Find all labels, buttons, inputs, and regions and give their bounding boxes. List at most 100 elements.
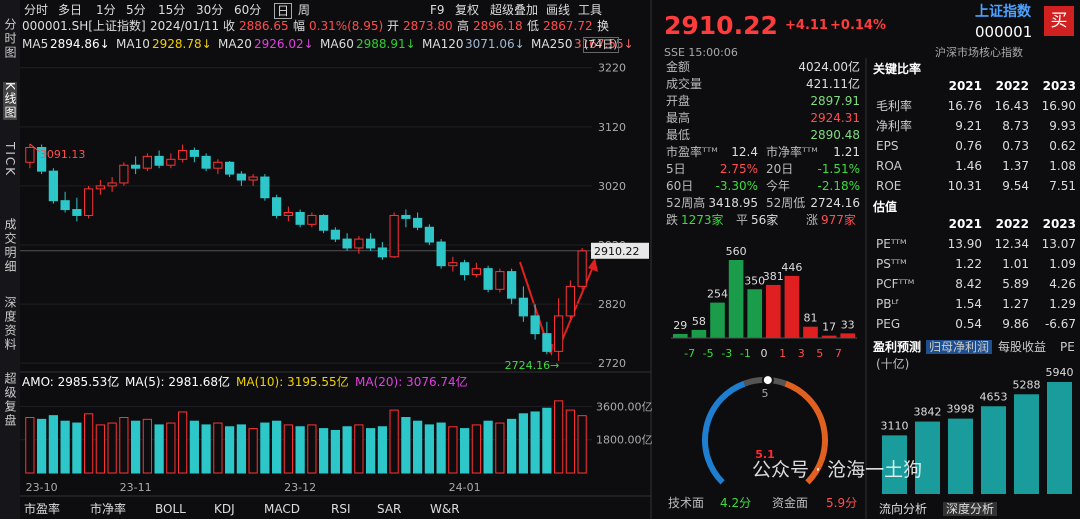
tab[interactable]: 60分 bbox=[234, 3, 262, 17]
gauge-marker bbox=[761, 374, 774, 387]
tool[interactable]: 超级叠加 bbox=[490, 3, 539, 17]
distribution-label: 3 bbox=[798, 347, 805, 360]
buy-button[interactable]: 买 bbox=[1044, 6, 1074, 36]
candle-body bbox=[84, 188, 94, 216]
grid-label: 市净率ᵀᵀᴹ bbox=[766, 145, 818, 159]
tab[interactable]: 5分 bbox=[126, 3, 146, 17]
bottom-tab[interactable]: KDJ bbox=[214, 502, 235, 516]
forecast-tab[interactable]: 归母净利润 bbox=[926, 340, 993, 354]
bottom-tab[interactable]: BOLL bbox=[155, 502, 186, 516]
distribution-bar bbox=[728, 260, 744, 338]
candle-body bbox=[272, 197, 282, 216]
distribution-bar bbox=[821, 335, 837, 338]
stat-value: 2924.31 bbox=[810, 111, 860, 125]
distribution-bar bbox=[784, 275, 800, 338]
gauge-mid: 5 bbox=[762, 387, 769, 400]
volume-bar bbox=[354, 424, 364, 474]
volume-bar bbox=[107, 422, 117, 474]
bar-value: 560 bbox=[726, 245, 747, 258]
table-row-label: EPS bbox=[876, 139, 899, 153]
forecast-tab[interactable]: PE bbox=[1060, 340, 1075, 354]
ma-value: 2926.02↓ bbox=[254, 37, 314, 51]
volume-bar bbox=[424, 424, 434, 474]
bottom-tab[interactable]: MACD bbox=[264, 502, 300, 516]
candle-body bbox=[424, 226, 434, 243]
volume-bar bbox=[577, 415, 587, 474]
candle-body bbox=[166, 158, 176, 166]
candle-body bbox=[225, 161, 235, 175]
bottom-tab[interactable]: W&R bbox=[430, 502, 460, 516]
forecast-bar bbox=[882, 435, 907, 494]
tab[interactable]: 1分 bbox=[96, 3, 116, 17]
table-cell: 13.07 bbox=[1041, 237, 1076, 251]
forecast-tab[interactable]: 盈利预测 bbox=[873, 340, 922, 354]
table-row-label: ROE bbox=[876, 179, 902, 193]
tool[interactable]: 复权 bbox=[455, 3, 480, 17]
right-tab[interactable]: 流向分析 bbox=[879, 502, 928, 516]
candle-body bbox=[354, 238, 364, 249]
bottom-tab[interactable]: 市盈率 bbox=[24, 502, 61, 516]
last-price-label: 2910.22 bbox=[594, 245, 640, 258]
breadth-label: 跌 bbox=[666, 213, 679, 227]
marker-line bbox=[29, 143, 41, 153]
table-row-label: 毛利率 bbox=[876, 99, 913, 113]
distribution-bar bbox=[691, 329, 707, 338]
side-tab[interactable]: 超级复盘 bbox=[3, 372, 17, 428]
ma-value: 2928.78↓ bbox=[152, 37, 212, 51]
volume-bar bbox=[483, 420, 493, 474]
right-tab[interactable]: 深度分析 bbox=[943, 502, 998, 516]
candle-body bbox=[48, 170, 58, 202]
distribution-label: 5 bbox=[816, 347, 823, 360]
grid-value: -1.51% bbox=[817, 162, 860, 176]
header-text: 收 bbox=[223, 19, 236, 33]
side-tab[interactable]: 成交明细 bbox=[3, 218, 17, 274]
grid-value: 1.21 bbox=[833, 145, 860, 159]
distribution-bar bbox=[803, 326, 818, 338]
candle-body bbox=[330, 229, 340, 240]
quote-time: SSE 15:00:06 bbox=[664, 46, 738, 59]
side-tab[interactable]: 分时图 bbox=[3, 18, 17, 60]
side-tab[interactable]: 深度资料 bbox=[3, 296, 17, 352]
period: (74日) bbox=[583, 37, 619, 53]
stat-value: 2897.91 bbox=[810, 94, 860, 108]
tab[interactable]: 15分 bbox=[158, 3, 186, 17]
bottom-tab[interactable]: SAR bbox=[377, 502, 402, 516]
volume-bar bbox=[60, 420, 70, 474]
grid-value: 3418.95 bbox=[708, 196, 758, 210]
bottom-tab[interactable]: 市净率 bbox=[90, 502, 127, 516]
bar-value: 58 bbox=[692, 315, 706, 328]
side-tab[interactable]: TICK bbox=[3, 142, 17, 178]
y-tick-label: 3020 bbox=[598, 180, 626, 193]
price: 2910.22 bbox=[664, 11, 778, 40]
bar-value: 81 bbox=[804, 312, 818, 325]
candle-body bbox=[483, 268, 493, 290]
volume-bar bbox=[495, 422, 505, 474]
header-text: 2024/01/11 bbox=[150, 19, 220, 33]
distribution-label: -3 bbox=[721, 347, 732, 360]
volume-bar bbox=[154, 424, 164, 474]
breadth-value: 1273家 bbox=[681, 213, 724, 227]
tab[interactable]: 30分 bbox=[196, 3, 224, 17]
forecast-value: 4653 bbox=[980, 390, 1008, 403]
tab[interactable]: 周 bbox=[298, 3, 311, 17]
stat-value: 2890.48 bbox=[810, 128, 860, 142]
tab[interactable]: 分时 bbox=[24, 3, 49, 17]
volume-bar bbox=[319, 428, 329, 474]
candle-body bbox=[295, 212, 305, 225]
volume-bar bbox=[248, 428, 258, 474]
grid-value: 12.4 bbox=[731, 145, 758, 159]
tab[interactable]: 多日 bbox=[58, 3, 83, 17]
ma-value: 3167.55↓ bbox=[574, 37, 634, 51]
grid-label: 60日 bbox=[666, 179, 694, 193]
side-tab[interactable]: K线图 bbox=[3, 82, 17, 120]
tool[interactable]: 画线 bbox=[546, 3, 571, 17]
volume-bar bbox=[37, 418, 47, 474]
tool[interactable]: 工具 bbox=[578, 3, 603, 17]
bottom-tab[interactable]: RSI bbox=[331, 502, 351, 516]
y-tick-label: 3220 bbox=[598, 62, 626, 75]
forecast-tab[interactable]: 每股收益 bbox=[998, 340, 1047, 354]
forecast-unit: (十亿) bbox=[876, 357, 910, 371]
tab[interactable]: 日 bbox=[274, 3, 293, 19]
grid-value: -3.30% bbox=[715, 179, 758, 193]
tool[interactable]: F9 bbox=[430, 3, 445, 17]
